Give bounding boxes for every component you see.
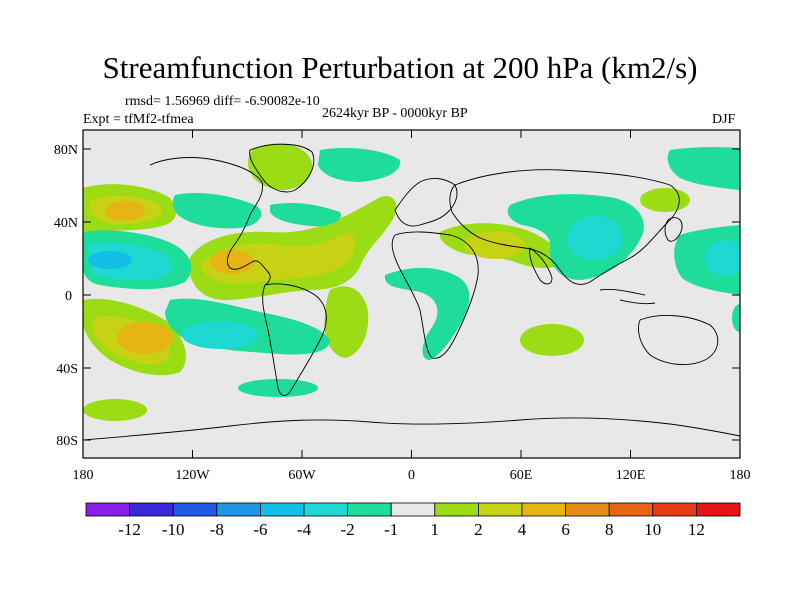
contour-positive-caribbean-max xyxy=(210,250,254,274)
y-tick-label: 40N xyxy=(54,216,78,231)
plot-background xyxy=(83,130,740,458)
colorbar-swatch xyxy=(303,502,348,517)
y-tick-label: 80N xyxy=(54,143,78,158)
colorbar-label: 1 xyxy=(431,520,440,539)
x-tick-label: 180 xyxy=(73,468,94,483)
colorbar: -12 -10 -8 -6 -4 -2 -1 1 2 4 6 8 10 12 xyxy=(85,502,741,539)
contour-positive-middle-east xyxy=(465,231,525,259)
contour-positive-south-atlantic xyxy=(324,286,369,358)
coastline-europe xyxy=(394,178,458,227)
season-label: DJF xyxy=(712,112,736,127)
colorbar-swatch xyxy=(477,502,523,517)
colorbar-label: 12 xyxy=(688,520,705,539)
colorbar-swatch xyxy=(347,502,392,517)
contour-negative-north-atlantic xyxy=(270,202,341,227)
colorbar-swatch xyxy=(521,502,566,517)
colorbar-label: 6 xyxy=(561,520,570,539)
x-tick-label: 60W xyxy=(288,468,316,483)
colorbar-swatch xyxy=(434,502,479,517)
contour-negative-northeast-pacific xyxy=(667,147,740,190)
colorbar-swatch xyxy=(652,502,697,517)
contour-negative-africa xyxy=(384,267,470,360)
colorbar-swatch xyxy=(216,502,261,517)
contour-negative-asia-core xyxy=(567,216,623,260)
x-tick-label: 120W xyxy=(175,468,210,483)
colorbar-label: -10 xyxy=(162,520,185,539)
y-tick-label: 0 xyxy=(65,289,72,304)
colorbar-swatch xyxy=(85,502,130,517)
coastline-antarctica xyxy=(83,417,740,441)
colorbar-swatch xyxy=(259,502,305,517)
coastline-australia xyxy=(638,315,719,366)
colorbar-label: -4 xyxy=(297,520,312,539)
x-tick-label: 0 xyxy=(408,468,415,483)
colorbar-label: -1 xyxy=(384,520,398,539)
colorbar-label: 2 xyxy=(474,520,483,539)
coastline-japan xyxy=(664,217,683,242)
coastline-greenland xyxy=(249,143,315,193)
y-tick-label: 80S xyxy=(56,434,78,449)
colorbar-swatch xyxy=(390,502,436,517)
colorbar-swatch xyxy=(172,502,218,517)
colorbar-label: 8 xyxy=(605,520,614,539)
colorbar-label: 4 xyxy=(518,520,527,539)
experiment-label: Expt = tfMf2-tfmea xyxy=(83,112,194,127)
period-label: 2624kyr BP - 0000kyr BP xyxy=(322,106,468,121)
x-tick-label: 120E xyxy=(616,468,646,483)
x-tick-label: 60E xyxy=(510,468,533,483)
contour-field xyxy=(83,130,740,458)
contour-negative-south-tropics xyxy=(732,304,740,332)
coastline-asia xyxy=(449,169,680,285)
colorbar-swatch xyxy=(608,502,654,517)
colorbar-label: 10 xyxy=(644,520,661,539)
colorbar-label: -8 xyxy=(210,520,224,539)
coastline-india xyxy=(529,247,553,285)
coastline-indonesia xyxy=(599,289,656,305)
contour-positive-indian-ocean xyxy=(520,324,584,356)
contour-negative-north-america xyxy=(173,193,262,229)
coastlines xyxy=(83,143,740,441)
colorbar-swatch xyxy=(129,502,174,517)
x-tick-label: 180 xyxy=(730,468,751,483)
map-title: Streamfunction Perturbation at 200 hPa (… xyxy=(102,50,698,85)
colorbar-swatch xyxy=(565,502,610,517)
contour-negative-central-pacific-max xyxy=(88,251,132,269)
contour-positive-south-pacific-max xyxy=(117,322,173,354)
coastline-north-america xyxy=(149,157,271,286)
coastline-south-america xyxy=(262,283,327,396)
contour-positive-southern-ocean xyxy=(83,399,147,421)
contour-negative-west-pacific-core xyxy=(705,240,740,276)
y-tick-label: 40S xyxy=(56,362,78,377)
contour-positive-greenland xyxy=(248,143,313,190)
colorbar-swatch xyxy=(696,502,741,517)
y-axis-ticks xyxy=(83,148,740,441)
colorbar-label: -2 xyxy=(341,520,355,539)
contour-negative-east-pacific-core xyxy=(182,321,258,349)
coastline-africa xyxy=(391,231,479,359)
contour-negative-arctic xyxy=(318,148,401,182)
colorbar-label: -12 xyxy=(118,520,141,539)
stats-text: rmsd= 1.56969 diff= -6.90082e-10 xyxy=(125,94,320,109)
colorbar-label: -6 xyxy=(253,520,267,539)
contour-positive-north-pacific-max xyxy=(105,201,145,221)
contour-positive-western-pacific xyxy=(640,188,690,212)
x-axis-ticks xyxy=(82,130,741,458)
